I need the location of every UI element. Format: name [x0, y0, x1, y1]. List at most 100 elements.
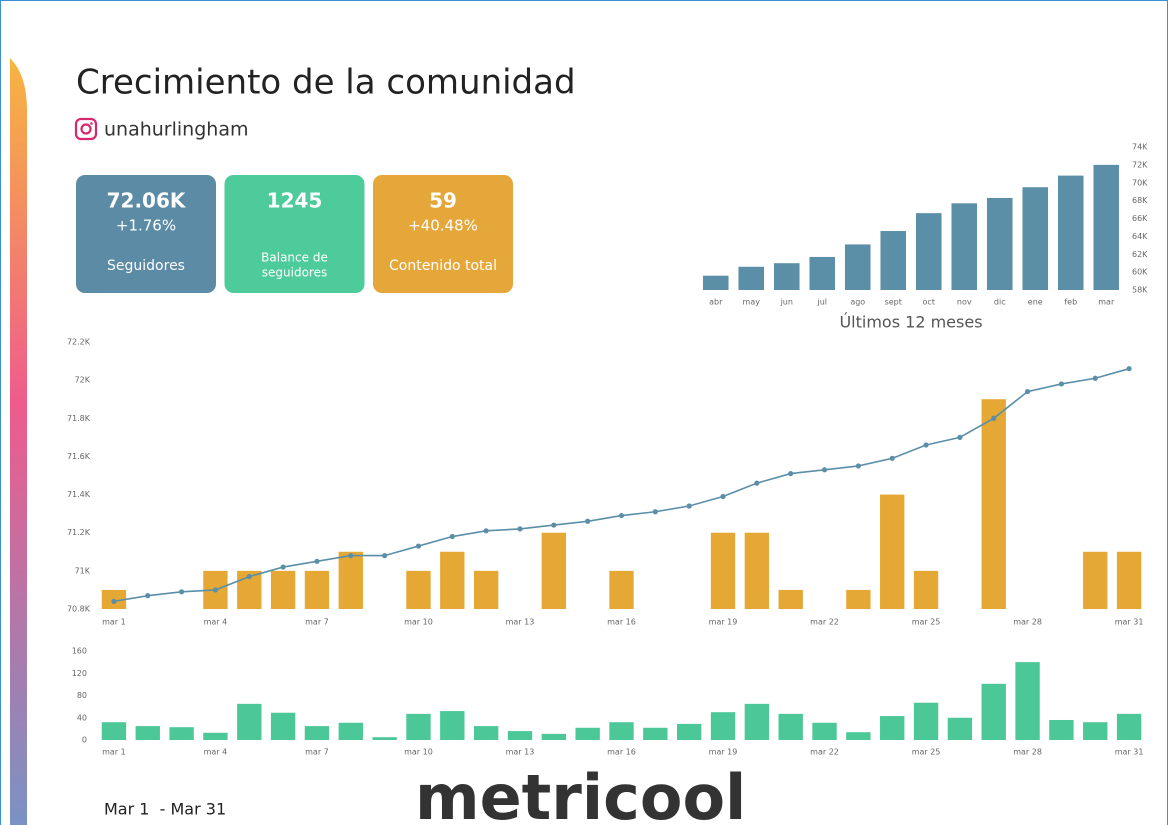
x-tick-label: mar 13 — [506, 748, 535, 757]
bar — [1022, 187, 1049, 290]
point — [686, 503, 692, 509]
bar — [1116, 551, 1142, 609]
bar — [773, 263, 800, 290]
x-tick-label: mar 10 — [404, 748, 433, 757]
card-bg — [373, 175, 513, 293]
card-bg — [76, 175, 216, 293]
bar — [203, 732, 228, 740]
x-tick-label: mar 16 — [607, 618, 636, 627]
x-tick-label: mar 19 — [709, 618, 738, 627]
point — [618, 512, 625, 519]
x-tick-label: mar 4 — [204, 748, 228, 757]
y-tick-label: 58K — [1132, 286, 1148, 295]
y-tick-label: 66K — [1132, 214, 1148, 223]
x-tick-label: mar 25 — [912, 748, 941, 757]
bar — [710, 712, 736, 740]
x-tick-label: mar 25 — [912, 618, 941, 627]
x-tick-label: sept — [885, 298, 902, 307]
y-tick-label: 0 — [82, 736, 87, 745]
y-tick-label: 71.2K — [67, 528, 91, 537]
y-tick-label: 60K — [1132, 268, 1148, 277]
x-tick-label: nov — [957, 298, 972, 307]
bar — [440, 551, 465, 609]
bar — [710, 532, 736, 609]
y-tick-label: 72.2K — [67, 338, 91, 347]
x-tick-label: mar 1 — [102, 618, 126, 627]
kpi-label: seguidores — [262, 266, 327, 280]
point — [348, 553, 354, 559]
y-tick-label: 72K — [1132, 160, 1148, 169]
bar — [338, 722, 363, 740]
bar — [846, 589, 871, 609]
bar — [1049, 719, 1074, 740]
y-tick-label: 40 — [77, 713, 87, 722]
kpi-change: +1.76% — [116, 217, 176, 235]
point — [1126, 366, 1132, 372]
bar — [1093, 164, 1120, 290]
kpi-card: 59 +40.48% Contenido total — [373, 175, 513, 293]
date-range: Mar 1 - Mar 31 — [104, 800, 226, 819]
x-tick-label: mar 31 — [1115, 748, 1144, 757]
bar — [844, 244, 871, 290]
point — [957, 434, 963, 440]
point — [1024, 388, 1031, 395]
title: Crecimiento de la comunidad — [76, 63, 576, 103]
x-tick-label: mar — [1098, 298, 1115, 307]
x-tick-label: dic — [994, 298, 1006, 307]
bar — [913, 702, 939, 740]
x-tick-label: mar 28 — [1013, 748, 1042, 757]
y-tick-label: 80 — [77, 691, 87, 700]
bar — [406, 570, 431, 609]
bar — [507, 731, 533, 740]
bar — [575, 727, 600, 740]
kpi-label: Balance de — [261, 251, 328, 265]
x-tick-label: mar 31 — [1115, 618, 1144, 627]
bar — [880, 716, 905, 740]
bar — [947, 717, 973, 740]
kpi-label: Seguidores — [107, 258, 185, 274]
x-tick-label: mar 13 — [506, 618, 535, 627]
point — [855, 463, 861, 469]
bar — [304, 570, 330, 609]
x-tick-label: mar 19 — [709, 748, 738, 757]
bar — [541, 532, 567, 609]
bar — [1083, 722, 1108, 740]
bar — [812, 722, 837, 740]
y-tick-label: 68K — [1132, 196, 1148, 205]
kpi-value: 72.06K — [107, 189, 187, 213]
y-tick-label: 74K — [1132, 143, 1148, 152]
bar — [778, 589, 803, 609]
bar — [473, 726, 499, 740]
bar — [101, 722, 127, 740]
point — [652, 509, 658, 515]
bar — [913, 570, 939, 609]
y-tick-label: 72K — [75, 376, 91, 385]
y-tick-label: 70K — [1132, 178, 1148, 187]
x-tick-label: mar 1 — [102, 748, 126, 757]
x-tick-label: jul — [816, 298, 827, 307]
bar — [981, 683, 1006, 740]
bar — [744, 532, 770, 609]
bar — [473, 570, 499, 609]
point — [449, 533, 455, 540]
bar — [440, 711, 465, 740]
bar — [981, 399, 1006, 609]
y-tick-label: 160 — [72, 647, 87, 656]
bar — [986, 197, 1013, 290]
kpi-change: +40.48% — [408, 217, 478, 235]
point — [178, 589, 185, 595]
point — [821, 467, 828, 473]
kpi-card: 72.06K +1.76% Seguidores — [76, 175, 216, 293]
bar — [676, 723, 702, 740]
x-tick-label: feb — [1064, 298, 1077, 307]
point — [788, 470, 794, 477]
kpi-value: 1245 — [267, 189, 323, 213]
bar — [880, 494, 905, 609]
card-bg — [224, 175, 365, 293]
point — [585, 518, 591, 524]
x-tick-label: ene — [1028, 298, 1043, 307]
bar — [1116, 713, 1142, 740]
bar — [609, 570, 634, 609]
bar — [1083, 551, 1108, 609]
